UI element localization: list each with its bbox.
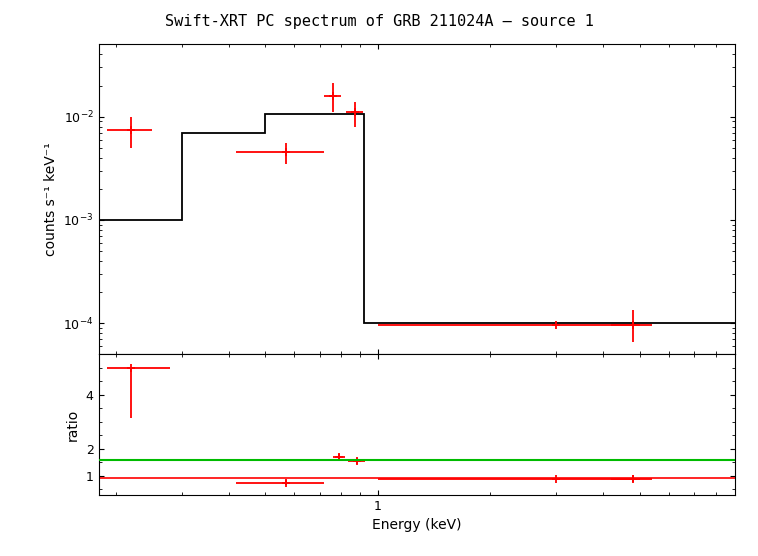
X-axis label: Energy (keV): Energy (keV) (372, 518, 462, 532)
Text: Swift-XRT PC spectrum of GRB 211024A – source 1: Swift-XRT PC spectrum of GRB 211024A – s… (164, 14, 594, 29)
Y-axis label: counts s⁻¹ keV⁻¹: counts s⁻¹ keV⁻¹ (44, 142, 58, 256)
Y-axis label: ratio: ratio (66, 408, 80, 440)
